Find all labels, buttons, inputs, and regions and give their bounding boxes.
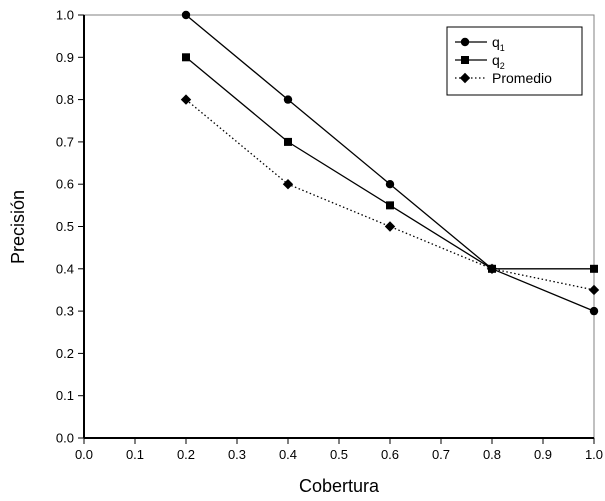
data-point-q2 xyxy=(590,264,598,273)
x-tick-label: 0.6 xyxy=(381,447,399,462)
data-point-promedio xyxy=(588,284,600,296)
data-point-q2 xyxy=(386,201,394,210)
data-point-q1 xyxy=(589,306,599,316)
data-point-q2 xyxy=(182,53,190,62)
x-tick-label: 0.3 xyxy=(228,447,246,462)
y-tick-label: 0.9 xyxy=(56,50,74,65)
data-point-promedio xyxy=(180,94,192,105)
y-axis-title: Precisión xyxy=(8,190,28,264)
data-point-q1 xyxy=(283,95,293,104)
y-tick-label: 0.4 xyxy=(56,261,74,276)
x-axis-title: Cobertura xyxy=(299,476,380,496)
legend-marker-q2 xyxy=(461,56,469,64)
x-tick-label: 0.9 xyxy=(534,447,552,462)
y-tick-label: 0.0 xyxy=(56,431,74,446)
y-tick-label: 1.0 xyxy=(56,8,74,23)
data-point-promedio xyxy=(486,263,498,274)
x-tick-label: 0.1 xyxy=(126,447,144,462)
legend-marker-promedio xyxy=(459,72,471,84)
series-line-promedio xyxy=(185,99,595,291)
data-point-q2 xyxy=(284,137,292,146)
legend-box xyxy=(446,26,583,96)
data-point-q1 xyxy=(181,10,191,20)
y-tick-label: 0.2 xyxy=(56,346,74,361)
y-tick-label: 0.6 xyxy=(56,177,74,192)
y-tick-label: 0.1 xyxy=(56,388,74,403)
x-tick-label: 0.4 xyxy=(279,447,297,462)
series-promedio xyxy=(180,94,600,296)
legend-marker-q1 xyxy=(460,37,470,47)
x-tick-label: 1.0 xyxy=(585,447,603,462)
x-tick-label: 0.2 xyxy=(177,447,195,462)
x-tick-label: 0.5 xyxy=(330,447,348,462)
y-tick-label: 0.7 xyxy=(56,134,74,149)
y-tick-label: 0.3 xyxy=(56,304,74,319)
y-tick-label: 0.5 xyxy=(56,219,74,234)
data-point-q1 xyxy=(385,180,395,189)
data-point-promedio xyxy=(282,179,294,190)
y-tick-label: 0.8 xyxy=(56,92,74,107)
x-tick-label: 0.7 xyxy=(432,447,450,462)
x-tick-label: 0.0 xyxy=(75,447,93,462)
data-point-promedio xyxy=(384,221,396,232)
x-tick-label: 0.8 xyxy=(483,447,501,462)
legend-label-promedio: Promedio xyxy=(492,70,552,86)
